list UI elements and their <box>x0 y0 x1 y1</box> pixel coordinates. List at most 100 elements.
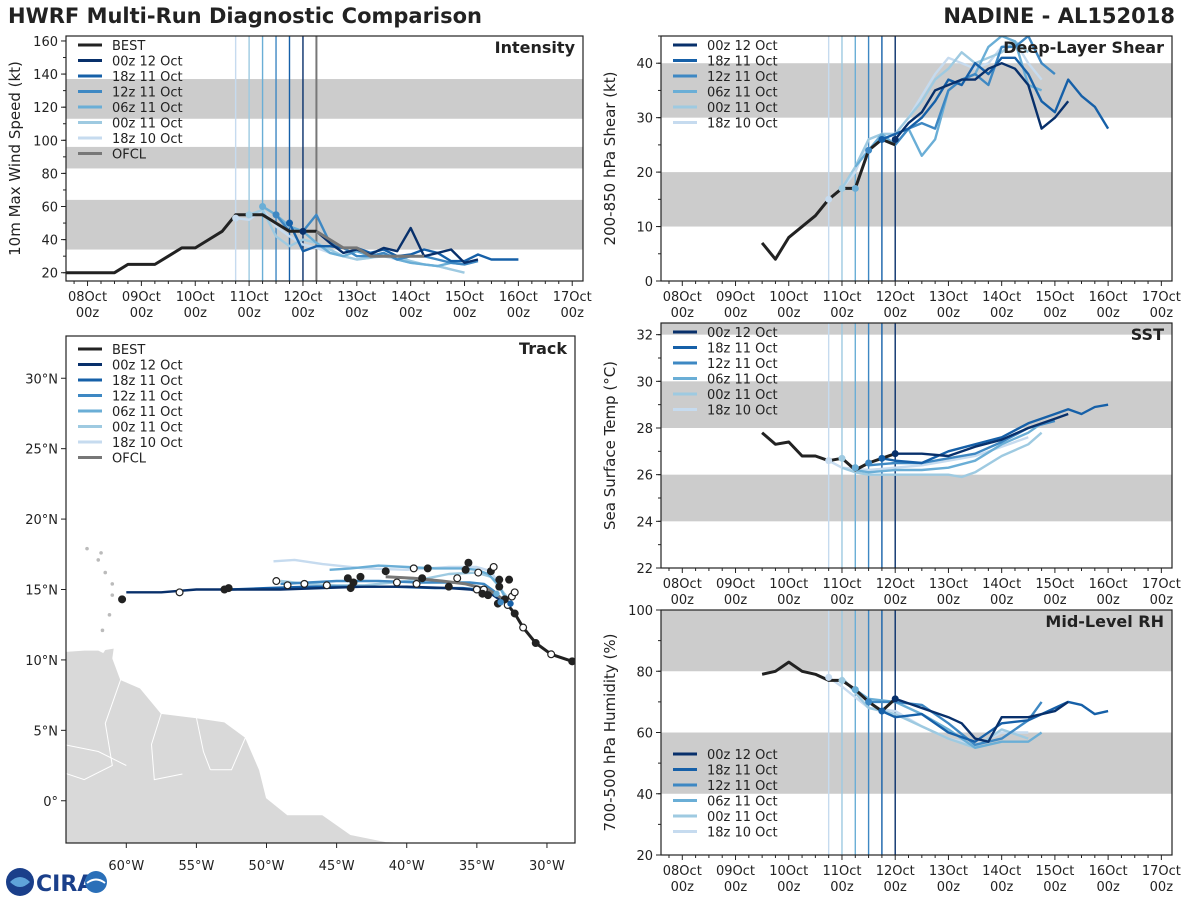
legend-label: 18z 11 Oct <box>707 55 778 70</box>
shaded-band <box>661 732 1172 794</box>
shaded-band <box>66 199 583 250</box>
init-dot-00z-11-oct <box>245 211 253 219</box>
country-border <box>195 717 211 770</box>
track-marker <box>392 578 401 587</box>
island <box>107 613 112 617</box>
series-12z-11-oct <box>868 700 1043 746</box>
init-dot-00z-12-oct <box>891 695 899 703</box>
track-marker <box>531 639 540 648</box>
series-00z-12-oct <box>895 412 1069 458</box>
x-tick-label: 11Oct <box>822 577 861 592</box>
legend-label: 06z 11 Oct <box>707 795 778 810</box>
panel-title: Deep-Layer Shear <box>1003 38 1164 57</box>
legend-label: 06z 11 Oct <box>112 101 183 116</box>
track-marker <box>510 609 519 618</box>
panel-title: SST <box>1131 325 1164 344</box>
x-tick-sublabel: 00z <box>724 593 748 608</box>
y-axis-label: 10m Max Wind Speed (kt) <box>6 61 24 256</box>
x-tick-label: 13Oct <box>337 290 376 305</box>
x-tick-label: 09Oct <box>716 290 755 305</box>
init-dot-06z-11-oct <box>851 184 859 192</box>
series-00z-12-oct <box>894 697 1069 743</box>
track-marker <box>495 582 504 591</box>
panel-track: 60°W 55°W 50°W 45°W 40°W 35°W 30°W 0° 5°N 10°N 15°… <box>25 335 576 874</box>
x-tick-label: 09Oct <box>122 290 161 305</box>
cira-logo: CIRA <box>6 868 107 897</box>
track-marker <box>118 595 127 604</box>
track-marker <box>453 574 462 583</box>
x-tick-sublabel: 00z <box>937 593 961 608</box>
y-tick-label: 80 <box>636 665 653 680</box>
track-marker <box>346 584 355 593</box>
y-axis-label: 700-500 hPa Humidity (%) <box>601 633 619 831</box>
init-dot-18z-11-oct <box>878 454 886 462</box>
plot-background <box>661 323 1172 568</box>
x-tick-sublabel: 00z <box>830 593 854 608</box>
x-tick-sublabel: 00z <box>1150 306 1174 321</box>
y-tick-label: 10°N <box>25 654 58 669</box>
series-00z-11-oct <box>841 431 1043 479</box>
panel-title: Intensity <box>495 38 576 57</box>
y-tick-label: 60 <box>41 201 58 216</box>
init-dot-18z-10-oct <box>825 195 833 203</box>
x-tick-sublabel: 00z <box>830 880 854 895</box>
x-tick-label: 17Oct <box>553 290 592 305</box>
track-marker <box>300 579 309 588</box>
legend-label: 18z 11 Oct <box>707 764 778 779</box>
x-tick-sublabel: 00z <box>1043 306 1067 321</box>
y-tick-label: 40 <box>636 57 653 72</box>
series-06z-11-oct <box>855 422 1043 474</box>
x-tick-label: 17Oct <box>1142 864 1181 879</box>
island <box>110 593 115 597</box>
legend-label: 00z 11 Oct <box>707 101 778 116</box>
init-dot-18z-10-oct <box>232 214 240 222</box>
island <box>85 546 89 551</box>
legend-label: 06z 11 Oct <box>707 86 778 101</box>
series-18z-11-oct <box>881 700 1109 743</box>
figure-title: HWRF Multi-Run Diagnostic Comparison <box>8 4 483 28</box>
legend-label: 12z 11 Oct <box>112 390 183 405</box>
shaded-band <box>66 79 583 119</box>
panel-title: Track <box>519 339 567 358</box>
x-tick-label: 10Oct <box>176 290 215 305</box>
x-tick-sublabel: 00z <box>777 306 801 321</box>
x-tick-label: 15Oct <box>1035 290 1074 305</box>
panel-shear: 01020304008Oct00z09Oct00z10Oct00z11Oct00… <box>601 35 1181 321</box>
track-marker <box>272 577 281 586</box>
init-dot-00z-12-oct <box>891 135 899 143</box>
track-marker <box>409 564 418 573</box>
plot-frame <box>660 35 1173 282</box>
x-tick-label: 13Oct <box>929 577 968 592</box>
legend-label: 00z 12 Oct <box>112 359 183 374</box>
init-dot-00z-11-oct <box>838 676 846 684</box>
track-marker <box>175 588 184 597</box>
series-00z-12-oct <box>894 62 1070 141</box>
init-dot-12z-11-oct <box>272 211 280 219</box>
x-tick-sublabel: 00z <box>671 593 695 608</box>
panel-rh: 2040608010008Oct00z09Oct00z10Oct00z11Oct… <box>601 604 1181 895</box>
y-tick-label: 80 <box>41 167 58 182</box>
x-tick-label: 17Oct <box>1142 577 1181 592</box>
series-18z-11-oct <box>881 403 1109 465</box>
y-tick-label: 26 <box>636 469 653 484</box>
x-tick-sublabel: 00z <box>724 306 748 321</box>
legend-label: OFCL <box>112 452 147 467</box>
x-tick-label: 50°W <box>249 859 285 874</box>
x-tick-sublabel: 00z <box>1043 880 1067 895</box>
x-tick-sublabel: 00z <box>561 306 585 321</box>
x-tick-sublabel: 00z <box>1096 593 1120 608</box>
shaded-band <box>661 381 1172 428</box>
series-00z-12-oct <box>303 226 479 264</box>
track-marker <box>283 581 292 590</box>
country-border <box>66 744 127 766</box>
y-tick-label: 160 <box>33 35 58 50</box>
legend-label: 12z 11 Oct <box>707 357 778 372</box>
x-tick-label: 08Oct <box>663 864 702 879</box>
shaded-band <box>661 172 1172 227</box>
init-dot-18z-11-oct <box>878 135 886 143</box>
y-axis-label: 200-850 hPa Shear (kt) <box>601 72 619 246</box>
legend-label: 18z 10 Oct <box>707 404 778 419</box>
track-init-dot <box>507 600 514 607</box>
x-tick-label: 14Oct <box>982 290 1021 305</box>
init-dot-12z-11-oct <box>865 698 873 706</box>
